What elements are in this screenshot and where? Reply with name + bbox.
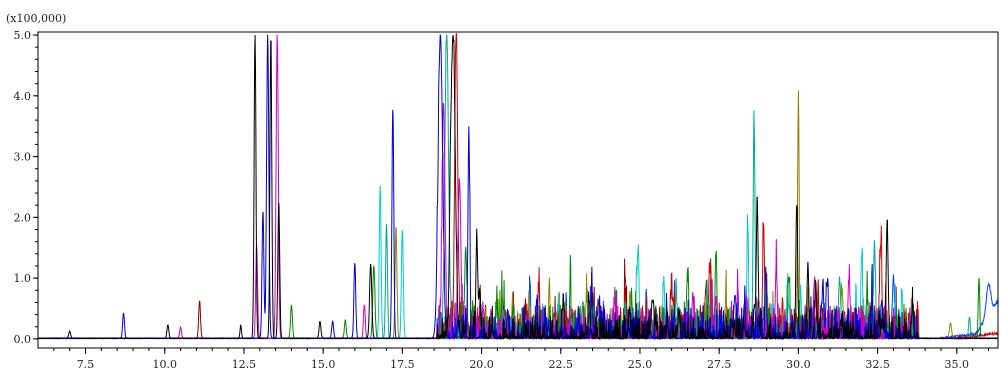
x-tick-label: 30.0: [786, 358, 811, 371]
x-tick-label: 20.0: [469, 358, 494, 371]
x-tick-label: 35.0: [945, 358, 970, 371]
x-tick-label: 7.5: [77, 358, 95, 371]
plot-frame: [37, 31, 999, 349]
trace-line: [37, 34, 998, 341]
trace-line: [37, 34, 998, 341]
y-axis: 0.0 1.0 2.0 3.0 4.0 5.0: [14, 29, 38, 346]
x-tick-label: 25.0: [628, 358, 653, 371]
plot-area: [37, 31, 999, 349]
y-tick-label: 0.0: [14, 333, 32, 346]
x-tick-label: 17.5: [390, 358, 415, 371]
x-tick-label: 32.5: [865, 358, 890, 371]
x-tick-label: 15.0: [311, 358, 336, 371]
x-tick-label: 27.5: [707, 358, 732, 371]
x-axis: 7.5 10.0 12.5 15.0 17.5 20.0 22.5 25.0 27.5 30.0 3…: [53, 348, 989, 371]
y-scale-label: (x100,000): [6, 12, 66, 25]
x-tick-label: 22.5: [549, 358, 574, 371]
y-tick-label: 4.0: [14, 90, 32, 103]
y-tick-label: 2.0: [14, 211, 32, 224]
trace-lines: [37, 33, 999, 341]
trace-line: [37, 33, 999, 341]
trace-line: [37, 34, 998, 341]
x-tick-label: 10.0: [152, 358, 177, 371]
y-tick-label: 3.0: [14, 151, 32, 164]
trace-line: [37, 90, 998, 341]
y-tick-label: 1.0: [14, 272, 32, 285]
x-tick-label: 12.5: [232, 358, 257, 371]
y-tick-label: 5.0: [14, 29, 32, 42]
trace-line: [37, 34, 998, 341]
